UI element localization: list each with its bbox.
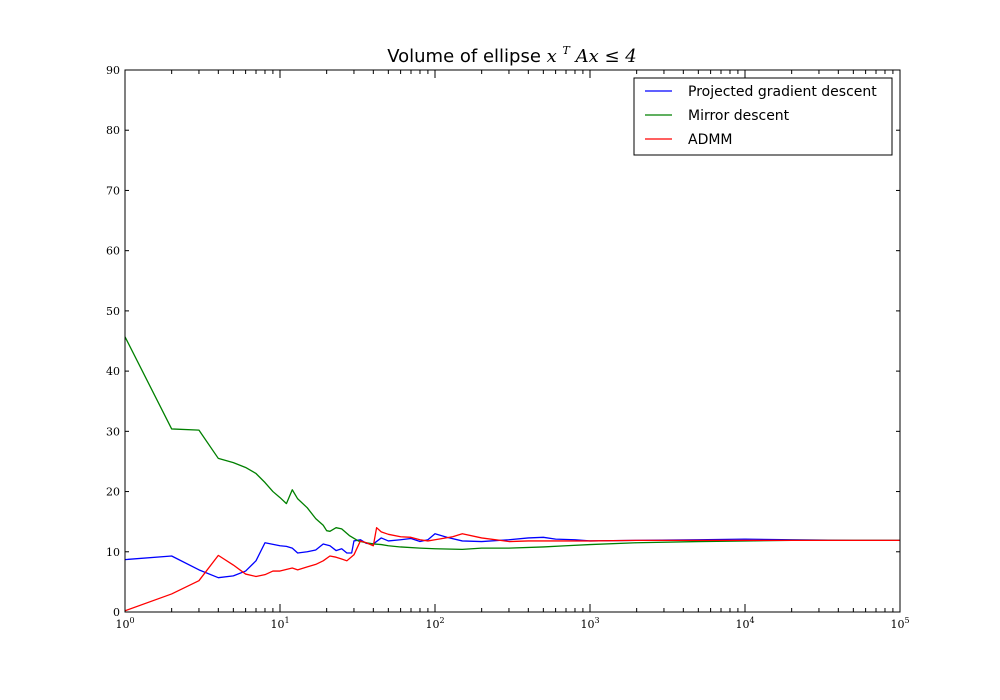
y-tick-label: 50 [106,305,120,318]
y-tick-label: 10 [106,546,120,559]
y-tick-label: 40 [106,365,120,378]
x-tick-label: 103 [580,616,599,631]
chart-title-math-rest: Ax ≤ 4 [574,46,637,67]
x-tick-base: 10 [890,618,904,631]
x-tick-exp: 0 [129,616,134,625]
series-line-mirror-descent [125,336,900,551]
x-tick-exp: 4 [749,616,754,625]
y-tick-label: 20 [106,486,120,499]
x-tick-label: 101 [270,616,289,631]
y-tick-label: 90 [106,64,120,77]
legend-box [633,77,893,156]
y-tick-label: 80 [106,124,120,137]
x-tick-base: 10 [580,618,594,631]
plot-frame [124,69,901,613]
x-tick-exp: 1 [284,616,289,625]
y-tick-label: 60 [106,245,120,258]
chart-title: Volume of ellipse x T Ax ≤ 4 [387,38,637,67]
x-tick-label: 100 [115,616,134,631]
x-tick-exp: 5 [904,616,909,625]
y-tick-label: 30 [106,425,120,438]
series-layer [125,336,900,612]
y-tick-label: 0 [113,606,120,619]
x-tick-base: 10 [115,618,129,631]
x-tick-base: 10 [270,618,284,631]
x-tick-label: 102 [425,616,444,631]
x-tick-label: 105 [890,616,909,631]
legend: Projected gradient descent Mirror descent… [633,77,893,156]
legend-label-projected-gradient-descent: Projected gradient descent [688,84,877,100]
chart-title-math-sup: T [563,44,572,57]
x-tick-base: 10 [735,618,749,631]
y-tick-label: 70 [106,184,120,197]
legend-label-admm: ADMM [688,132,733,148]
chart-title-prefix: Volume of ellipse [387,46,541,67]
chart-title-math-base: x [547,46,557,67]
x-tick-exp: 3 [594,616,599,625]
series-line-admm [125,527,900,612]
legend-label-mirror-descent: Mirror descent [688,108,790,124]
x-tick-base: 10 [425,618,439,631]
x-tick-label: 104 [735,616,754,631]
x-tick-exp: 2 [439,616,444,625]
